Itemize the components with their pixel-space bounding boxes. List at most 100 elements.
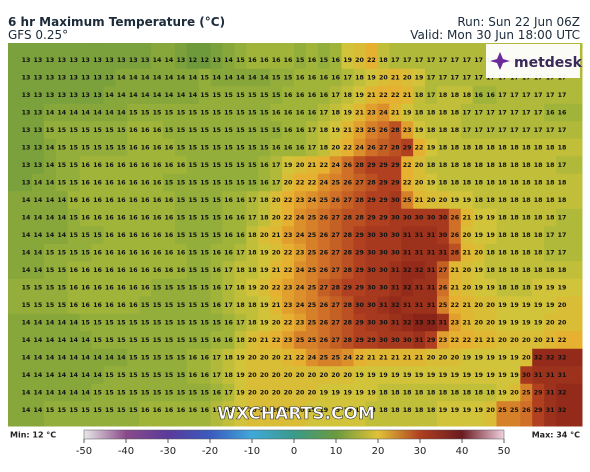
- temp-label: 13: [34, 75, 43, 82]
- temp-cell: [210, 366, 224, 385]
- temp-cell: [448, 383, 462, 402]
- temp-label: 14: [141, 75, 150, 82]
- temp-cell: [329, 86, 343, 105]
- temp-label: 13: [176, 57, 185, 64]
- temp-label: 22: [391, 92, 400, 99]
- temp-cell: [508, 103, 521, 122]
- temp-label: 22: [343, 145, 352, 152]
- temp-label: 16: [284, 127, 293, 134]
- temp-label: 19: [534, 285, 543, 292]
- temp-cell: [127, 173, 140, 192]
- temp-cell: [413, 138, 426, 157]
- temp-cell: [520, 138, 533, 157]
- temp-cell: [258, 103, 271, 122]
- temp-label: 16: [272, 57, 281, 64]
- temp-cell: [532, 243, 545, 262]
- temp-label: 18: [439, 127, 448, 134]
- temp-label: 17: [439, 75, 448, 82]
- temp-cell: [556, 138, 583, 157]
- temp-cell: [210, 383, 224, 402]
- temp-label: 19: [355, 92, 364, 99]
- temp-label: 27: [331, 337, 340, 344]
- temp-cell: [294, 383, 307, 402]
- temp-label: 17: [558, 215, 567, 222]
- temp-cell: [508, 191, 521, 210]
- temp-label: 15: [165, 372, 174, 379]
- temp-cell: [448, 226, 462, 245]
- temp-cell: [425, 43, 438, 70]
- temp-label: 16: [141, 285, 150, 292]
- temp-label: 23: [284, 285, 293, 292]
- temp-cell: [282, 331, 295, 350]
- temp-cell: [31, 278, 45, 297]
- temp-label: 18: [260, 215, 269, 222]
- temp-cell: [496, 278, 509, 297]
- temp-cell: [162, 208, 176, 227]
- temp-cell: [425, 138, 438, 157]
- temp-label: 16: [105, 197, 114, 204]
- temp-cell: [174, 43, 188, 70]
- temp-cell: [460, 296, 474, 315]
- temp-label: 17: [558, 162, 567, 169]
- temp-cell: [31, 191, 45, 210]
- temp-cell: [544, 401, 557, 427]
- temp-label: 18: [546, 267, 555, 274]
- temp-cell: [162, 86, 176, 105]
- temp-cell: [270, 348, 283, 367]
- temp-cell: [401, 331, 414, 350]
- temp-cell: [389, 348, 402, 367]
- temp-cell: [532, 331, 545, 350]
- temp-label: 15: [141, 320, 150, 327]
- temp-label: 29: [534, 390, 543, 397]
- temp-label: 14: [45, 197, 54, 204]
- temp-label: 13: [22, 57, 31, 64]
- temp-label: 17: [498, 92, 507, 99]
- temp-cell: [294, 226, 307, 245]
- temp-cell: [139, 348, 152, 367]
- temp-label: 19: [486, 285, 495, 292]
- temp-cell: [353, 401, 366, 427]
- temp-cell: [282, 348, 295, 367]
- temp-label: 15: [45, 302, 54, 309]
- temp-label: 19: [498, 355, 507, 362]
- temp-cell: [317, 43, 331, 70]
- temp-cell: [151, 261, 164, 280]
- temp-cell: [222, 313, 235, 332]
- temp-cell: [258, 401, 271, 427]
- temp-cell: [79, 366, 93, 385]
- temp-label: 14: [45, 390, 54, 397]
- temp-cell: [508, 296, 521, 315]
- temp-label: 29: [355, 267, 364, 274]
- temp-cell: [544, 226, 557, 245]
- temp-label: 15: [188, 145, 197, 152]
- temp-label: 17: [307, 145, 316, 152]
- temp-label: 26: [319, 320, 328, 327]
- temp-cell: [472, 278, 486, 297]
- temp-cell: [198, 86, 212, 105]
- temp-cell: [460, 243, 474, 262]
- temp-cell: [151, 401, 164, 427]
- temp-label: 32: [391, 302, 400, 309]
- temp-cell: [436, 138, 450, 157]
- temp-label: 16: [212, 285, 221, 292]
- temp-label: 15: [153, 320, 162, 327]
- min-label: Min: 12 °C: [10, 431, 56, 440]
- temp-label: 15: [69, 180, 78, 187]
- temp-cell: [508, 226, 521, 245]
- temp-label: 15: [165, 180, 174, 187]
- temp-cell: [127, 121, 140, 140]
- temp-label: 14: [34, 267, 43, 274]
- temp-cell: [282, 121, 295, 140]
- temp-label: 17: [450, 57, 459, 64]
- temp-cell: [389, 261, 402, 280]
- temp-label: 15: [153, 110, 162, 117]
- temp-cell: [55, 191, 69, 210]
- temp-cell: [425, 313, 438, 332]
- temp-label: 15: [69, 407, 78, 414]
- temp-label: 16: [272, 110, 281, 117]
- temp-cell: [234, 191, 247, 210]
- temp-cell: [294, 43, 307, 70]
- temp-label: 27: [355, 180, 364, 187]
- temp-cell: [294, 156, 307, 175]
- temp-cell: [103, 348, 116, 367]
